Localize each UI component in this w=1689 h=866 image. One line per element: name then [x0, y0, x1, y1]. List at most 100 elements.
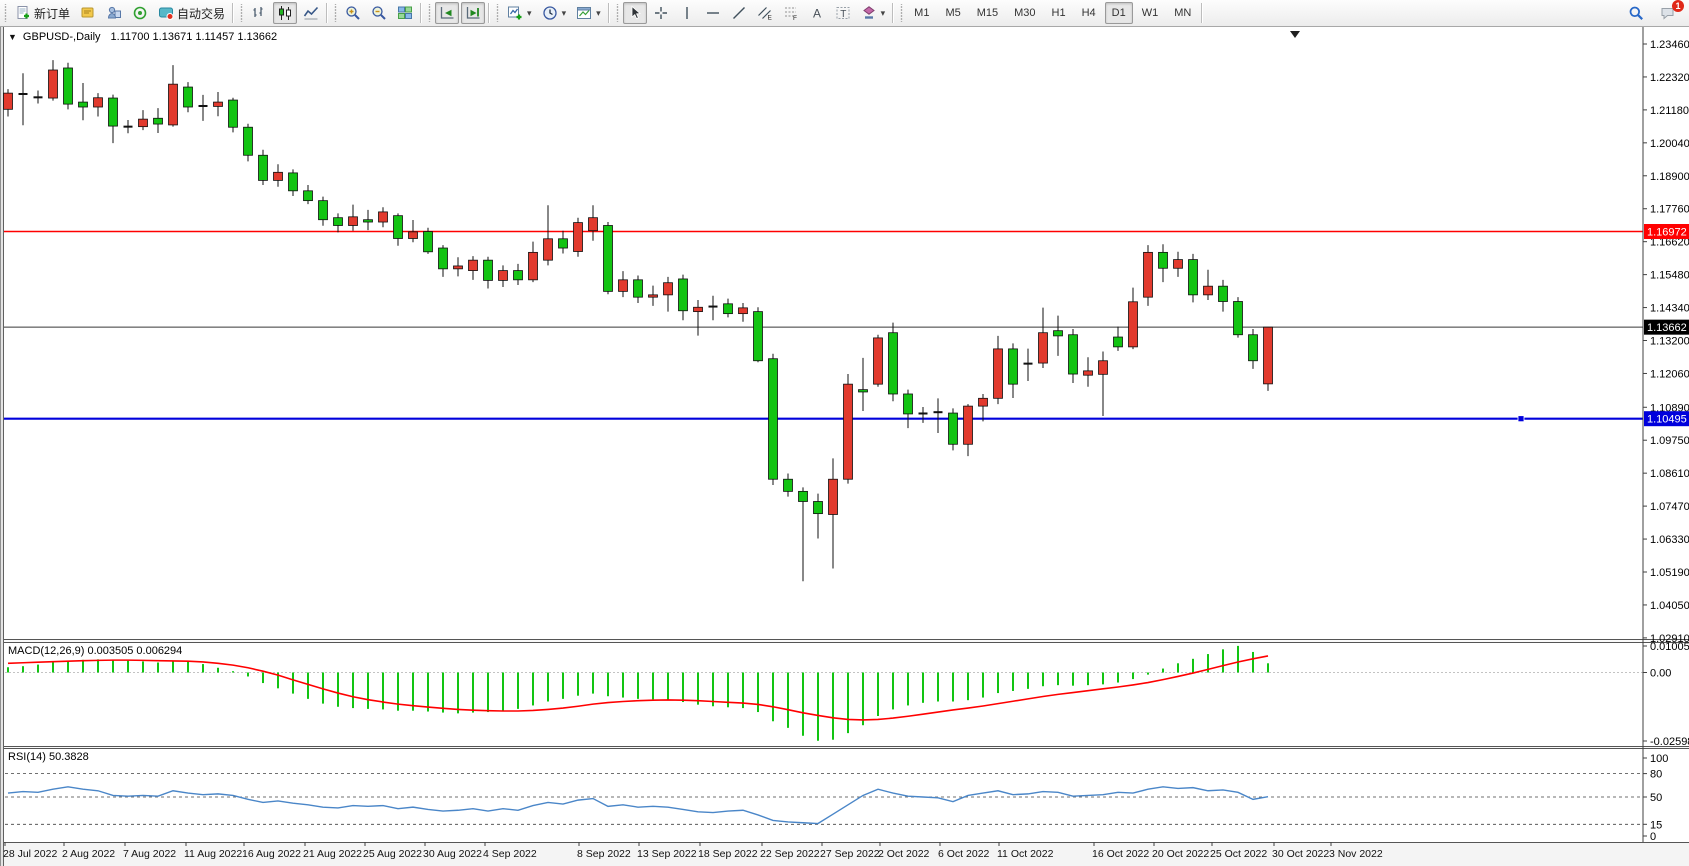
indicators-button[interactable]: ▾	[503, 2, 536, 24]
fibo-icon: F	[783, 5, 799, 21]
svg-text:4 Sep 2022: 4 Sep 2022	[483, 848, 537, 860]
auto-scroll-button[interactable]	[435, 2, 460, 24]
svg-text:1.10495: 1.10495	[1647, 414, 1687, 426]
fibonacci-button[interactable]: F	[779, 2, 803, 24]
toolbar: 新订单 自动交易 ▾ ▾ ▾ E F A T ▾ M1 M5 M15 M30 H1 H4 D1 W1 MN 1	[0, 0, 1689, 27]
support-line-handle[interactable]	[1517, 415, 1525, 423]
zoom-in-button[interactable]	[341, 2, 365, 24]
timeframe-group: M1 M5 M15 M30 H1 H4 D1 W1 MN	[896, 0, 1199, 26]
svg-text:1.16620: 1.16620	[1650, 237, 1689, 249]
search-icon	[1628, 5, 1644, 21]
charts-profile-button[interactable]	[76, 2, 100, 24]
svg-text:-0.025987: -0.025987	[1650, 736, 1689, 748]
toolbar-grip[interactable]	[333, 4, 339, 22]
textT-icon: T	[835, 5, 851, 21]
svg-text:1.16972: 1.16972	[1647, 227, 1687, 239]
svg-text:15: 15	[1650, 819, 1662, 831]
candlestick-button[interactable]	[273, 2, 298, 24]
market-watch-button[interactable]	[102, 2, 126, 24]
scroll-group	[424, 0, 486, 26]
toolbar-grip[interactable]	[239, 4, 245, 22]
textA-icon: A	[809, 5, 825, 21]
svg-text:1.06330: 1.06330	[1650, 534, 1689, 546]
new-order-button[interactable]: 新订单	[11, 2, 74, 24]
vertical-line-button[interactable]	[675, 2, 699, 24]
svg-text:1.09750: 1.09750	[1650, 435, 1689, 447]
toolbar-separator	[1201, 3, 1204, 23]
macd-signal-line	[7, 655, 1269, 721]
tf-w1-button[interactable]: W1	[1135, 2, 1166, 24]
toolbar-grip[interactable]	[899, 4, 905, 22]
svg-text:7 Aug 2022: 7 Aug 2022	[123, 848, 176, 860]
svg-text:30 Oct 2022: 30 Oct 2022	[1272, 848, 1329, 860]
trendline-icon	[731, 5, 747, 21]
svg-text:25 Oct 2022: 25 Oct 2022	[1210, 848, 1267, 860]
shapes-button[interactable]: ▾	[857, 2, 890, 24]
tf-m30-button[interactable]: M30	[1007, 2, 1042, 24]
svg-text:1.18900: 1.18900	[1650, 171, 1689, 183]
trade-group: 新订单 自动交易	[0, 0, 230, 26]
svg-text:6 Oct 2022: 6 Oct 2022	[938, 848, 990, 860]
toolbar-grip[interactable]	[495, 4, 501, 22]
search-button[interactable]	[1624, 2, 1648, 24]
bar-chart-button[interactable]	[247, 2, 271, 24]
tf-h1-button[interactable]: H1	[1045, 2, 1073, 24]
notifications-button[interactable]: 1	[1656, 0, 1684, 24]
zoom-group	[330, 0, 418, 26]
dropdown-caret-icon[interactable]: ▾	[527, 7, 532, 18]
toolbar-grip[interactable]	[614, 4, 620, 22]
crosshair-button[interactable]	[649, 2, 673, 24]
tf-m15-button[interactable]: M15	[970, 2, 1005, 24]
toolbar-grip[interactable]	[427, 4, 433, 22]
chart-shift-button[interactable]	[461, 2, 486, 24]
candles-icon	[277, 5, 293, 21]
svg-text:1.21180: 1.21180	[1650, 105, 1689, 117]
svg-text:11 Aug 2022: 11 Aug 2022	[184, 848, 242, 860]
tf-h4-button[interactable]: H4	[1075, 2, 1103, 24]
svg-text:1.15480: 1.15480	[1650, 270, 1689, 282]
dropdown-caret-icon[interactable]: ▾	[596, 7, 601, 18]
periods-button[interactable]: ▾	[538, 2, 571, 24]
tf-m5-button[interactable]: M5	[938, 2, 967, 24]
cursor-button[interactable]	[622, 2, 647, 24]
rsi-levels	[5, 773, 1643, 825]
chart-shift-marker-icon[interactable]	[1290, 31, 1300, 38]
navigator-button[interactable]	[128, 2, 152, 24]
line-chart-button[interactable]	[299, 2, 323, 24]
toolbar-grip[interactable]	[3, 4, 8, 22]
price-lines[interactable]	[4, 230, 1643, 423]
horizontal-line-button[interactable]	[701, 2, 725, 24]
svg-text:1.23460: 1.23460	[1650, 39, 1689, 51]
crosshair-icon	[653, 5, 669, 21]
linechart-icon	[303, 5, 319, 21]
draw-group: E F A T ▾	[612, 0, 891, 26]
svg-text:16 Aug 2022: 16 Aug 2022	[242, 848, 301, 860]
label-button[interactable]: T	[831, 2, 855, 24]
autoscroll-icon	[439, 5, 455, 21]
toolbar-separator	[420, 3, 423, 23]
svg-text:1.08610: 1.08610	[1650, 468, 1689, 480]
price-axis[interactable]: 1.23460 1.22320 1.21180 1.20040 1.18900 1.177…	[1642, 27, 1689, 843]
clock-icon	[542, 5, 558, 21]
text-button[interactable]: A	[805, 2, 829, 24]
tf-d1-button[interactable]: D1	[1104, 2, 1133, 24]
new-order-button-label: 新订单	[34, 6, 71, 21]
tf-m1-button[interactable]: M1	[907, 2, 936, 24]
tile-windows-button[interactable]	[393, 2, 417, 24]
chart-yellow-icon	[80, 5, 96, 21]
trendline-button[interactable]	[727, 2, 751, 24]
svg-text:21 Aug 2022: 21 Aug 2022	[303, 848, 362, 860]
tf-mn-button[interactable]: MN	[1167, 2, 1198, 24]
dropdown-caret-icon[interactable]: ▾	[880, 7, 886, 18]
svg-text:25 Aug 2022: 25 Aug 2022	[363, 848, 422, 860]
zoom-out-button[interactable]	[367, 2, 391, 24]
vline-icon	[679, 5, 695, 21]
channel-button[interactable]: E	[753, 2, 777, 24]
doc-plus-icon	[15, 5, 31, 21]
date-axis[interactable]: 28 Jul 2022 2 Aug 2022 7 Aug 2022 11 Aug 20…	[3, 842, 1383, 860]
chart-type-group	[236, 0, 324, 26]
dropdown-caret-icon[interactable]: ▾	[561, 7, 567, 18]
auto-trading-button[interactable]: 自动交易	[154, 2, 229, 24]
templates-button[interactable]: ▾	[572, 2, 605, 24]
